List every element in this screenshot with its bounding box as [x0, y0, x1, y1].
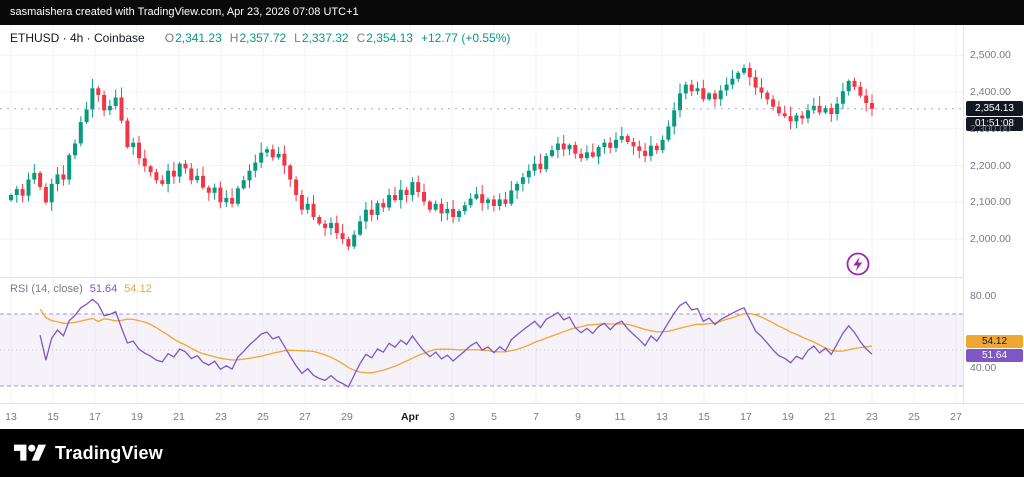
time-axis-label: 7 [533, 411, 539, 423]
ohlc-value: 2,337.32 [301, 31, 349, 45]
rsi-ma-value: 54.12 [124, 283, 152, 295]
time-axis-label: 11 [614, 411, 626, 423]
time-axis-label: 13 [5, 411, 17, 423]
time-axis-label: 17 [740, 411, 752, 423]
ohlc-value: 2,357.72 [239, 31, 287, 45]
time-axis-label: 13 [656, 411, 668, 423]
candle-countdown-badge: 01:51:08 [966, 117, 1023, 131]
time-axis-label: 21 [173, 411, 185, 423]
rsi-tick-label: 40.00 [970, 362, 997, 374]
rsi-pane[interactable] [0, 278, 963, 403]
price-pane[interactable] [0, 25, 963, 277]
time-axis-label: Apr [400, 411, 420, 423]
refresh-lightning-icon[interactable] [845, 251, 871, 277]
time-axis[interactable]: 13 15 17 19 21 23 25 27 29 Apr 3 5 7 9 11 13 15 17 19 21 23 2… [0, 403, 1024, 430]
rsi-label[interactable]: RSI (14, close) [10, 283, 83, 295]
rsi-ma-badge: 54.12 [966, 335, 1023, 348]
time-axis-label: 27 [950, 411, 962, 423]
last-price-badge: 2,354.13 [966, 101, 1023, 116]
candlestick-canvas[interactable] [0, 25, 963, 277]
time-axis-label: 27 [299, 411, 311, 423]
time-axis-label: 21 [824, 411, 836, 423]
price-scale[interactable]: 2,354.13 01:51:08 54.12 51.64 2,500.00 2,… [963, 25, 1024, 403]
rsi-tick-label: 80.00 [970, 290, 997, 302]
time-axis-label: 9 [575, 411, 581, 423]
ohlc-key: H [229, 31, 239, 45]
price-tick-label: 2,500.00 [970, 49, 1011, 61]
time-axis-label: 23 [866, 411, 878, 423]
time-axis-label: 25 [257, 411, 269, 423]
brand-name[interactable]: TradingView [55, 442, 163, 463]
time-axis-label: 3 [449, 411, 455, 423]
time-axis-label: 17 [89, 411, 101, 423]
footer-bar: TradingView [0, 429, 1024, 477]
symbol-title[interactable]: ETHUSD · 4h · Coinbase [10, 31, 145, 45]
ohlc-value: 2,354.13 [366, 31, 413, 45]
time-axis-label: 29 [341, 411, 353, 423]
tradingview-logo-icon[interactable] [14, 441, 46, 466]
chart-area[interactable]: ETHUSD · 4h · Coinbase O2,341.23 H2,357.72… [0, 25, 1024, 430]
ohlc-values: O2,341.23 H2,357.72 L2,337.32 C2,354.13 [157, 31, 413, 45]
time-axis-label: 5 [491, 411, 497, 423]
time-axis-label: 25 [908, 411, 920, 423]
ohlc-key: L [294, 31, 301, 45]
time-axis-label: 23 [215, 411, 227, 423]
rsi-value: 51.64 [89, 283, 118, 295]
price-tick-label: 2,100.00 [970, 196, 1011, 208]
pane-separator[interactable] [0, 277, 1024, 278]
price-tick-label: 2,300.00 [970, 123, 1011, 135]
ohlc-key: O [164, 31, 175, 45]
ohlc-key: C [356, 31, 366, 45]
symbol-legend[interactable]: ETHUSD · 4h · Coinbase O2,341.23 H2,357.72… [10, 31, 510, 45]
attribution-text: sasmaishera created with TradingView.com… [10, 6, 359, 18]
time-axis-label: 19 [131, 411, 143, 423]
price-tick-label: 2,200.00 [970, 160, 1011, 172]
rsi-badge: 51.64 [966, 349, 1023, 362]
rsi-legend[interactable]: RSI (14, close) 51.64 54.12 [10, 283, 152, 295]
price-tick-label: 2,400.00 [970, 86, 1011, 98]
ohlc-value: 2,341.23 [175, 31, 222, 45]
price-tick-label: 2,000.00 [970, 233, 1011, 245]
time-axis-label: 15 [47, 411, 59, 423]
time-axis-label: 15 [698, 411, 710, 423]
change-value: +12.77 (+0.55%) [420, 31, 511, 45]
time-axis-label: 19 [782, 411, 794, 423]
rsi-canvas[interactable] [0, 278, 963, 403]
attribution-bar: sasmaishera created with TradingView.com… [0, 0, 1024, 25]
